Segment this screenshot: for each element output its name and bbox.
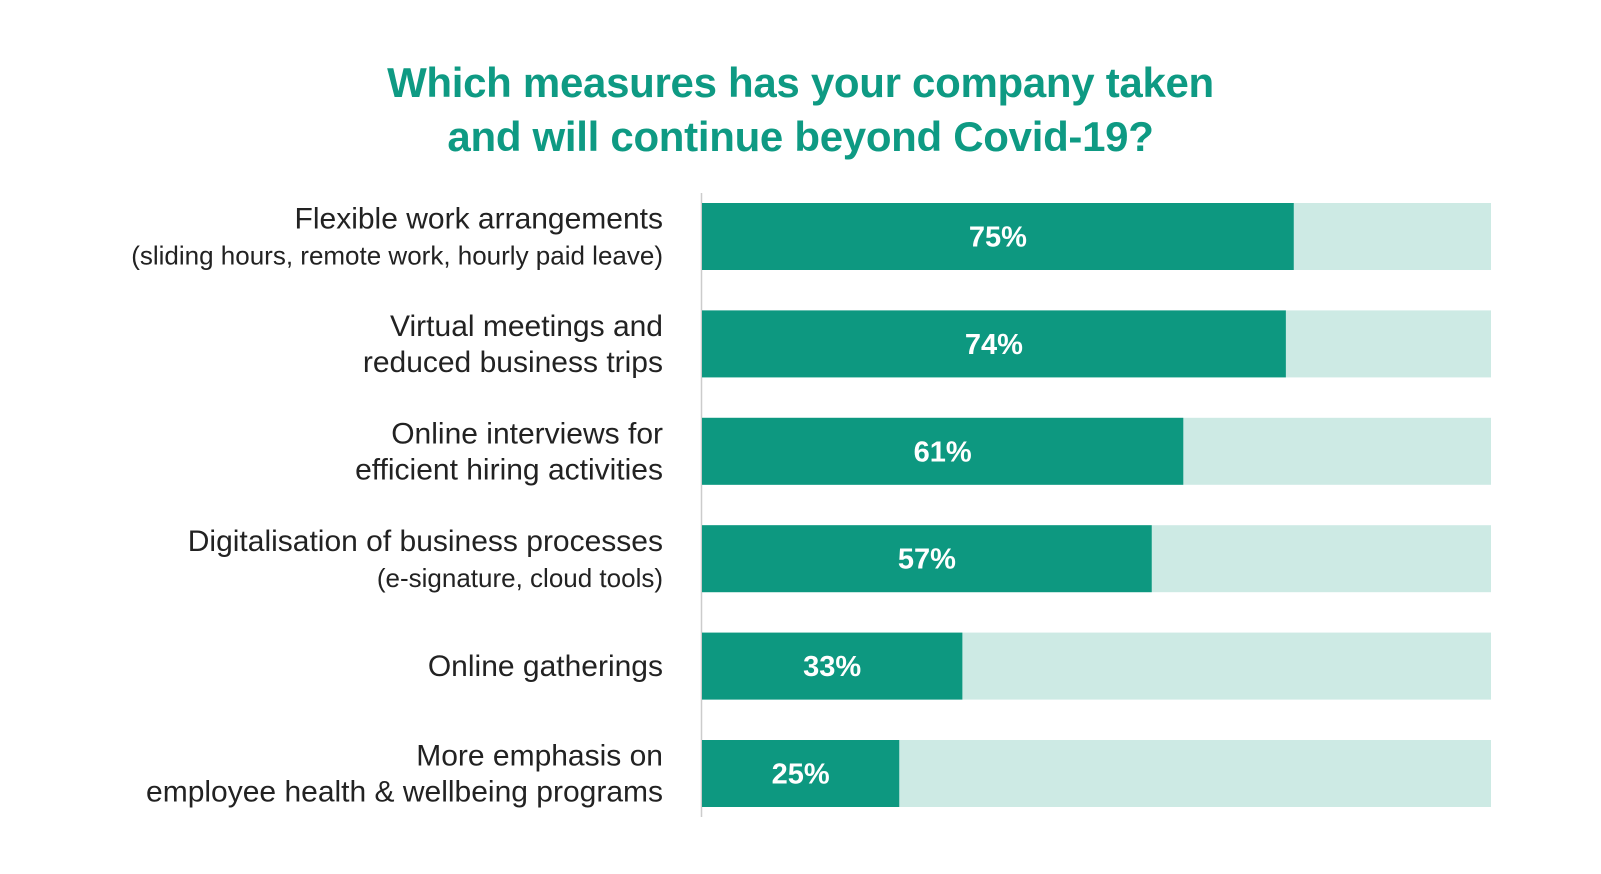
- bar-row: 57% Digitalisation of business processes (…: [188, 525, 1491, 593]
- bar-value-label: 75%: [969, 222, 1027, 254]
- bar-value-label: 33%: [803, 651, 861, 683]
- category-label-line: Flexible work arrangements: [295, 203, 663, 236]
- bar-value-label: 57%: [898, 544, 956, 576]
- category-label-line: reduced business trips: [363, 346, 663, 379]
- chart-title: Which measures has your company taken an…: [0, 56, 1601, 164]
- category-label-line: (sliding hours, remote work, hourly paid…: [131, 241, 663, 271]
- bar-row: 33% Online gatherings: [428, 632, 1491, 700]
- bar-rows: 75% Flexible work arrangements (sliding ho…: [131, 203, 1491, 809]
- bar-row: 75% Flexible work arrangements (sliding ho…: [131, 203, 1491, 271]
- bar: [702, 203, 1294, 270]
- category-label-line: Online gatherings: [428, 650, 663, 683]
- bar-value-label: 61%: [914, 436, 972, 468]
- category-label-line: Online interviews for: [391, 417, 663, 450]
- bar-value-label: 25%: [772, 759, 830, 791]
- category-label-line: efficient hiring activities: [355, 453, 663, 486]
- category-label-line: More emphasis on: [416, 740, 663, 773]
- bar: [702, 310, 1286, 378]
- category-label-line: Virtual meetings and: [390, 310, 663, 343]
- bar: [702, 632, 963, 700]
- category-label-line: employee health & wellbeing programs: [146, 776, 663, 809]
- bar-value-label: 74%: [965, 329, 1023, 361]
- bar: [702, 740, 900, 807]
- category-label-line: Digitalisation of business processes: [188, 525, 663, 558]
- chart-title-line-1: Which measures has your company taken: [387, 59, 1214, 106]
- category-label-line: (e-signature, cloud tools): [377, 563, 663, 593]
- bar: [702, 525, 1152, 593]
- chart-title-line-2: and will continue beyond Covid-19?: [447, 113, 1154, 160]
- bar: [702, 417, 1184, 485]
